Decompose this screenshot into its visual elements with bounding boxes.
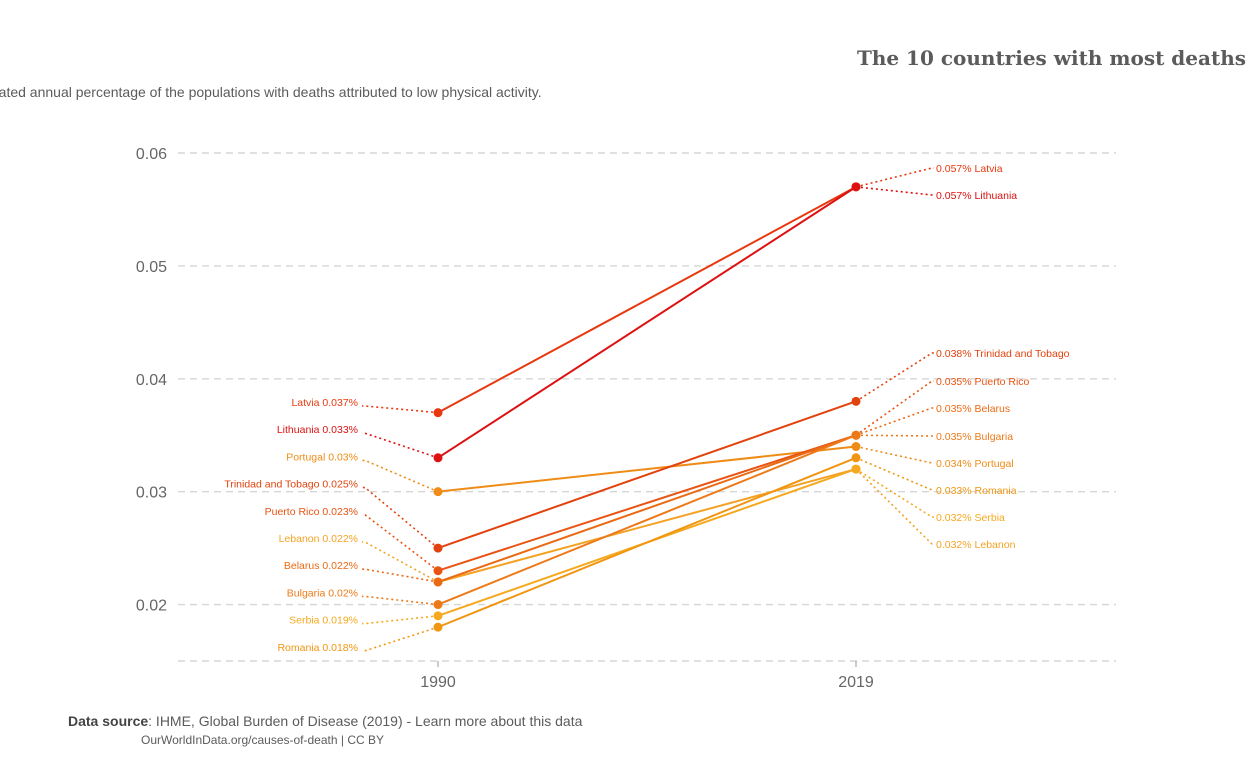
data-source: Data source: IHME, Global Burden of Dise…	[68, 713, 582, 729]
slope-chart: 0.06 0.05 0.04 0.03 0.02 1990 2019 Latvia 0.037…	[136, 146, 1116, 691]
right-data-label: 0.032% Lebanon	[936, 539, 1016, 551]
right-data-label: 0.035% Belarus	[936, 403, 1010, 415]
left-data-label: Trinidad and Tobago 0.025%	[224, 479, 358, 491]
data-source-label: Data source	[68, 713, 149, 729]
series-line	[437, 434, 857, 583]
right-connector	[855, 434, 934, 437]
data-point-2019	[851, 396, 861, 406]
left-connector	[362, 405, 439, 414]
left-data-label: Latvia 0.037%	[291, 397, 358, 409]
left-connector	[362, 568, 439, 583]
data-point-1990	[433, 453, 443, 463]
right-data-label: 0.035% Bulgaria	[936, 431, 1013, 443]
right-connector	[855, 186, 934, 196]
data-point-1990	[433, 566, 443, 576]
series-line	[437, 434, 857, 572]
right-connector	[855, 457, 934, 491]
series-line	[437, 186, 857, 459]
y-tick-label: 0.06	[136, 146, 167, 163]
right-data-label: 0.057% Latvia	[936, 163, 1003, 175]
x-tick-label: 1990	[420, 674, 456, 691]
y-tick-label: 0.05	[136, 259, 167, 276]
left-data-label: Belarus 0.022%	[284, 560, 358, 572]
right-connector	[855, 468, 934, 518]
data-point-1990	[433, 611, 443, 621]
left-data-label: Lebanon 0.022%	[279, 533, 358, 545]
data-point-2019	[851, 464, 861, 474]
right-data-label: 0.057% Lithuania	[936, 190, 1017, 202]
series-line	[437, 445, 857, 493]
right-connector	[855, 407, 934, 436]
right-connector	[855, 352, 934, 403]
origin-credit[interactable]: OurWorldInData.org/causes-of-death | CC …	[141, 733, 384, 747]
left-data-label: Bulgaria 0.02%	[287, 587, 358, 599]
right-connector	[855, 468, 934, 545]
left-data-label: Puerto Rico 0.023%	[265, 506, 358, 518]
right-data-label: 0.033% Romania	[936, 485, 1017, 497]
data-point-1990	[433, 408, 443, 418]
data-point-1990	[433, 543, 443, 553]
right-connector	[855, 445, 934, 464]
left-data-label: Lithuania 0.033%	[277, 424, 358, 436]
x-tick-label: 2019	[838, 674, 874, 691]
data-point-2019	[851, 442, 861, 452]
series-line	[437, 434, 857, 606]
left-connector	[362, 514, 439, 572]
data-point-1990	[433, 487, 443, 497]
data-point-2019	[851, 430, 861, 440]
series-line	[437, 400, 857, 550]
right-data-label: 0.032% Serbia	[936, 512, 1005, 524]
data-point-2019	[851, 182, 861, 192]
left-connector	[362, 626, 439, 652]
series-line	[437, 468, 857, 583]
left-data-label: Portugal 0.03%	[286, 451, 358, 463]
data-point-1990	[433, 577, 443, 587]
data-point-2019	[851, 453, 861, 463]
data-source-link[interactable]: : IHME, Global Burden of Disease (2019) …	[148, 713, 583, 729]
left-connector	[362, 541, 439, 583]
left-connector	[362, 595, 439, 606]
right-data-label: 0.035% Puerto Rico	[936, 376, 1030, 388]
chart-title: The 10 countries with most deaths	[856, 46, 1246, 70]
right-connector	[855, 167, 934, 188]
y-tick-label: 0.02	[136, 598, 167, 615]
right-data-label: 0.038% Trinidad and Tobago	[936, 348, 1070, 360]
right-connector	[855, 380, 934, 436]
y-tick-label: 0.04	[136, 372, 167, 389]
y-tick-label: 0.03	[136, 485, 167, 502]
series-line	[437, 456, 857, 629]
left-data-label: Romania 0.018%	[277, 642, 358, 654]
data-point-1990	[433, 622, 443, 632]
left-connector	[362, 432, 439, 459]
left-connector	[362, 459, 439, 493]
left-connector	[362, 615, 439, 625]
series-line	[437, 185, 857, 414]
right-data-label: 0.034% Portugal	[936, 458, 1014, 470]
data-point-1990	[433, 600, 443, 610]
left-connector	[362, 486, 439, 549]
left-data-label: Serbia 0.019%	[289, 615, 358, 627]
chart-subtitle: timated annual percentage of the populat…	[0, 84, 542, 100]
